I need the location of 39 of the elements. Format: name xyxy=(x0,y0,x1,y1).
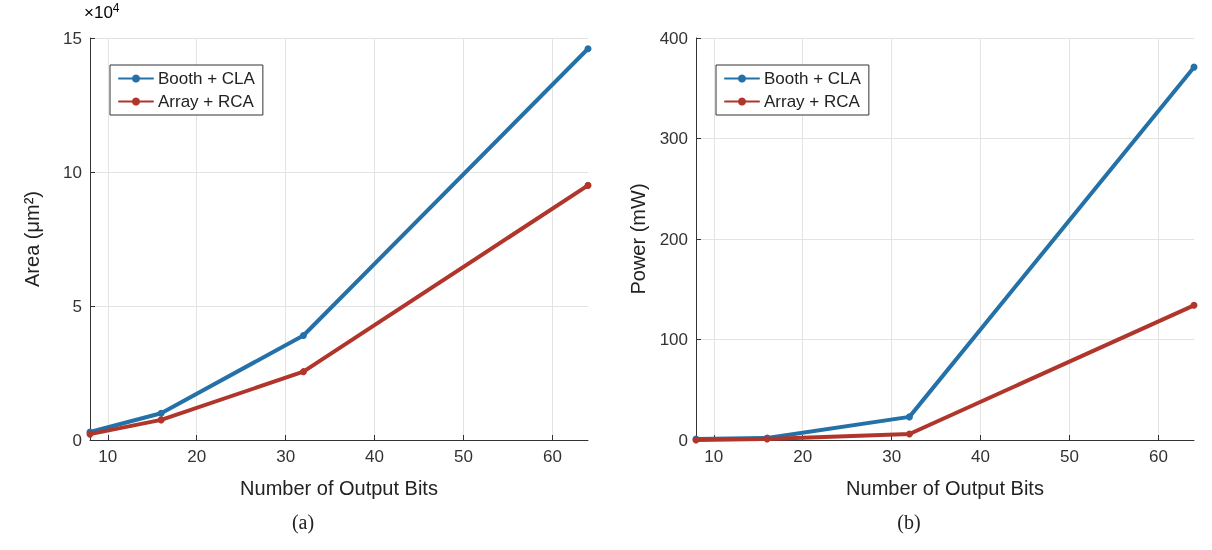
y-tick-label: 10 xyxy=(63,162,82,182)
x-tick-label: 40 xyxy=(971,447,991,466)
y-tick-label: 15 xyxy=(63,28,82,48)
y-tick-label: 0 xyxy=(678,430,688,450)
text: (a) xyxy=(291,511,315,534)
x-axis-title: Number of Output Bits xyxy=(846,477,1044,499)
point xyxy=(299,331,307,339)
point xyxy=(157,416,165,424)
y-tick-label: 5 xyxy=(72,296,82,316)
point xyxy=(905,430,913,438)
x-axis-title: Number of Output Bits xyxy=(240,477,438,499)
point xyxy=(299,368,307,376)
x-tick-label: 50 xyxy=(1060,447,1079,466)
x-tick-label: 10 xyxy=(704,447,724,466)
x-tick-label: 60 xyxy=(1148,447,1168,466)
x-tick-label: 40 xyxy=(365,447,385,466)
x-tick-label: 50 xyxy=(454,447,473,466)
y-tick-label: 100 xyxy=(659,330,688,349)
legend-label: Array + RCA xyxy=(158,92,255,111)
x-tick-label: 20 xyxy=(793,447,813,466)
text: (b) xyxy=(897,511,921,534)
point xyxy=(584,45,592,53)
x-tick-label: 30 xyxy=(882,447,902,466)
y-tick-label: 400 xyxy=(659,28,688,48)
x-tick-label: 10 xyxy=(98,447,118,466)
x-tick-label: 30 xyxy=(276,447,296,466)
x-tick-label: 60 xyxy=(542,447,562,466)
y-axis-title: Power (mW) xyxy=(627,183,649,295)
legend-label: Booth + CLA xyxy=(764,69,862,88)
y-tick-label: 0 xyxy=(72,430,82,450)
point xyxy=(905,413,913,421)
y-tick-label: 300 xyxy=(659,129,688,148)
y-axis-title: Area (μm²) xyxy=(21,191,43,287)
point xyxy=(1190,301,1198,309)
legend-label: Array + RCA xyxy=(764,92,861,111)
y-tick-label: 200 xyxy=(659,229,688,249)
point xyxy=(584,181,592,189)
legend-label: Booth + CLA xyxy=(158,69,256,88)
x-tick-label: 20 xyxy=(187,447,207,466)
